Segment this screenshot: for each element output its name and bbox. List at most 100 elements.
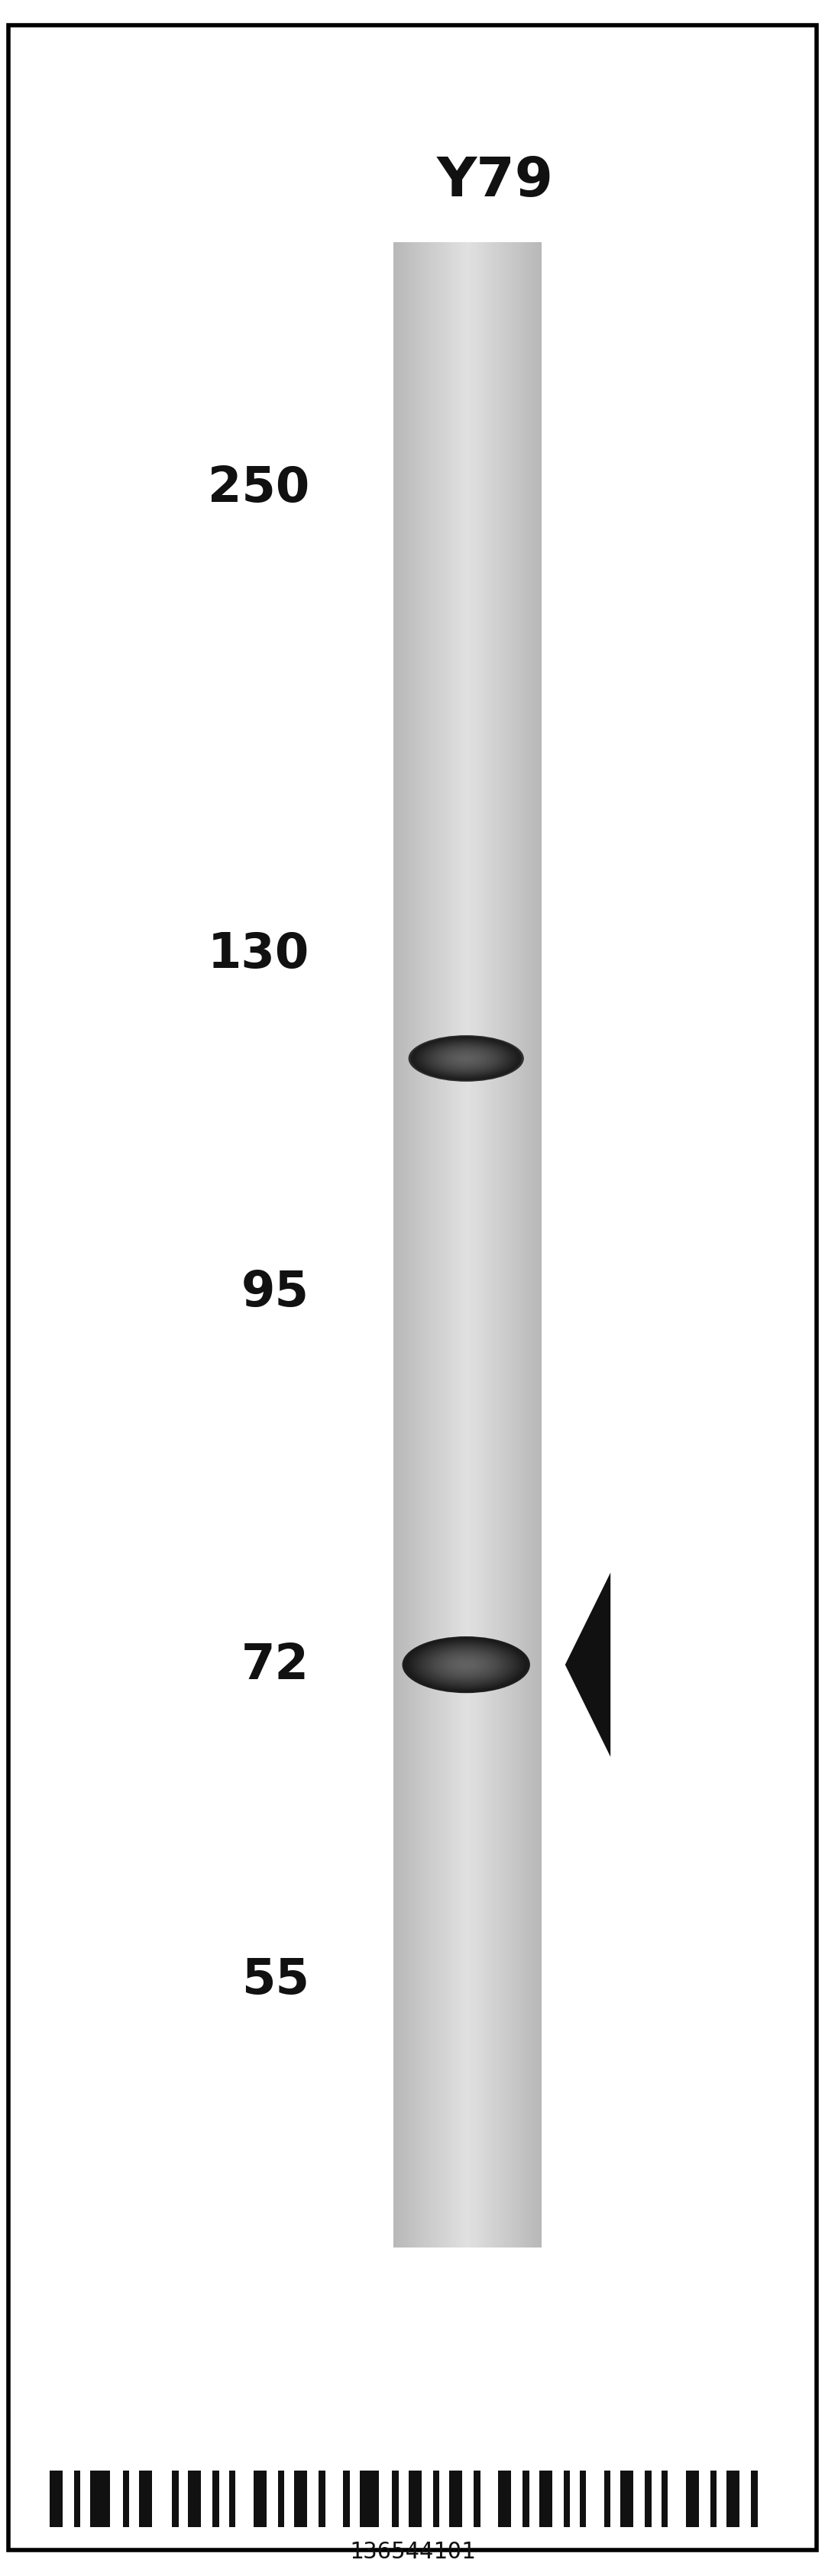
Bar (465, 242, 467, 2249)
Bar (536, 242, 539, 2249)
Bar (515, 242, 516, 2249)
Ellipse shape (422, 1646, 510, 1685)
Bar (469, 242, 472, 2249)
Ellipse shape (438, 1654, 494, 1677)
Text: 250: 250 (208, 464, 309, 513)
Ellipse shape (427, 1043, 506, 1074)
Ellipse shape (448, 1656, 484, 1672)
Bar (432, 242, 436, 2249)
Bar (408, 2470, 422, 2527)
Bar (411, 242, 412, 2249)
Bar (394, 242, 396, 2249)
Bar (510, 242, 511, 2249)
Bar (423, 242, 426, 2249)
Ellipse shape (420, 1041, 512, 1077)
Bar (467, 242, 470, 2249)
Bar (447, 242, 450, 2249)
Ellipse shape (450, 1054, 483, 1066)
Bar (512, 242, 515, 2249)
Text: Y79: Y79 (436, 155, 554, 209)
Ellipse shape (433, 1651, 499, 1680)
Bar (426, 242, 428, 2249)
Bar (401, 242, 403, 2249)
Text: 55: 55 (242, 1955, 309, 2004)
Ellipse shape (408, 1036, 524, 1082)
Bar (492, 242, 494, 2249)
Bar (417, 242, 421, 2249)
Bar (213, 2470, 219, 2527)
Bar (455, 242, 457, 2249)
Ellipse shape (446, 1656, 487, 1674)
Bar (479, 242, 482, 2249)
Bar (472, 242, 474, 2249)
Bar (318, 2470, 325, 2527)
Bar (436, 242, 437, 2249)
Ellipse shape (434, 1046, 498, 1072)
Bar (662, 2470, 667, 2527)
Bar (253, 2470, 266, 2527)
Bar (502, 242, 504, 2249)
Bar (504, 242, 507, 2249)
Bar (421, 242, 423, 2249)
Bar (427, 242, 431, 2249)
Bar (398, 242, 401, 2249)
Bar (415, 242, 417, 2249)
Bar (343, 2470, 350, 2527)
Bar (457, 242, 460, 2249)
Bar (489, 242, 492, 2249)
Bar (403, 242, 406, 2249)
Bar (360, 2470, 379, 2527)
Bar (645, 2470, 652, 2527)
Ellipse shape (415, 1643, 517, 1687)
Bar (188, 2470, 201, 2527)
Bar (539, 2470, 552, 2527)
Bar (525, 242, 526, 2249)
Ellipse shape (438, 1048, 494, 1069)
Bar (474, 242, 477, 2249)
Bar (295, 2470, 307, 2527)
Ellipse shape (436, 1651, 497, 1680)
Bar (408, 242, 411, 2249)
Ellipse shape (455, 1054, 478, 1064)
Bar (521, 242, 525, 2249)
Bar (620, 2470, 634, 2527)
Bar (139, 2470, 153, 2527)
Bar (462, 242, 465, 2249)
Ellipse shape (417, 1038, 515, 1079)
Ellipse shape (454, 1659, 478, 1672)
Bar (74, 2470, 81, 2527)
Bar (540, 242, 541, 2249)
Ellipse shape (446, 1051, 487, 1066)
Bar (686, 2470, 699, 2527)
Ellipse shape (402, 1636, 530, 1692)
Ellipse shape (415, 1038, 517, 1079)
Bar (710, 2470, 717, 2527)
Ellipse shape (425, 1043, 507, 1077)
Ellipse shape (443, 1654, 489, 1674)
Text: 136544101: 136544101 (349, 2540, 476, 2563)
Ellipse shape (456, 1662, 476, 1669)
Bar (530, 242, 531, 2249)
Ellipse shape (441, 1654, 492, 1677)
Ellipse shape (452, 1054, 480, 1064)
Bar (441, 242, 442, 2249)
FancyBboxPatch shape (8, 26, 817, 2550)
Bar (431, 242, 432, 2249)
Bar (229, 2470, 235, 2527)
Bar (449, 2470, 462, 2527)
Polygon shape (565, 1574, 610, 1757)
Bar (563, 2470, 570, 2527)
Bar (90, 2470, 110, 2527)
Ellipse shape (411, 1036, 521, 1082)
Ellipse shape (425, 1646, 507, 1682)
Bar (497, 242, 499, 2249)
Bar (751, 2470, 757, 2527)
Ellipse shape (459, 1662, 474, 1669)
Bar (405, 242, 408, 2249)
Ellipse shape (427, 1649, 504, 1682)
Ellipse shape (420, 1643, 512, 1685)
Bar (535, 242, 536, 2249)
Bar (499, 242, 502, 2249)
Ellipse shape (436, 1046, 496, 1072)
Bar (507, 242, 510, 2249)
